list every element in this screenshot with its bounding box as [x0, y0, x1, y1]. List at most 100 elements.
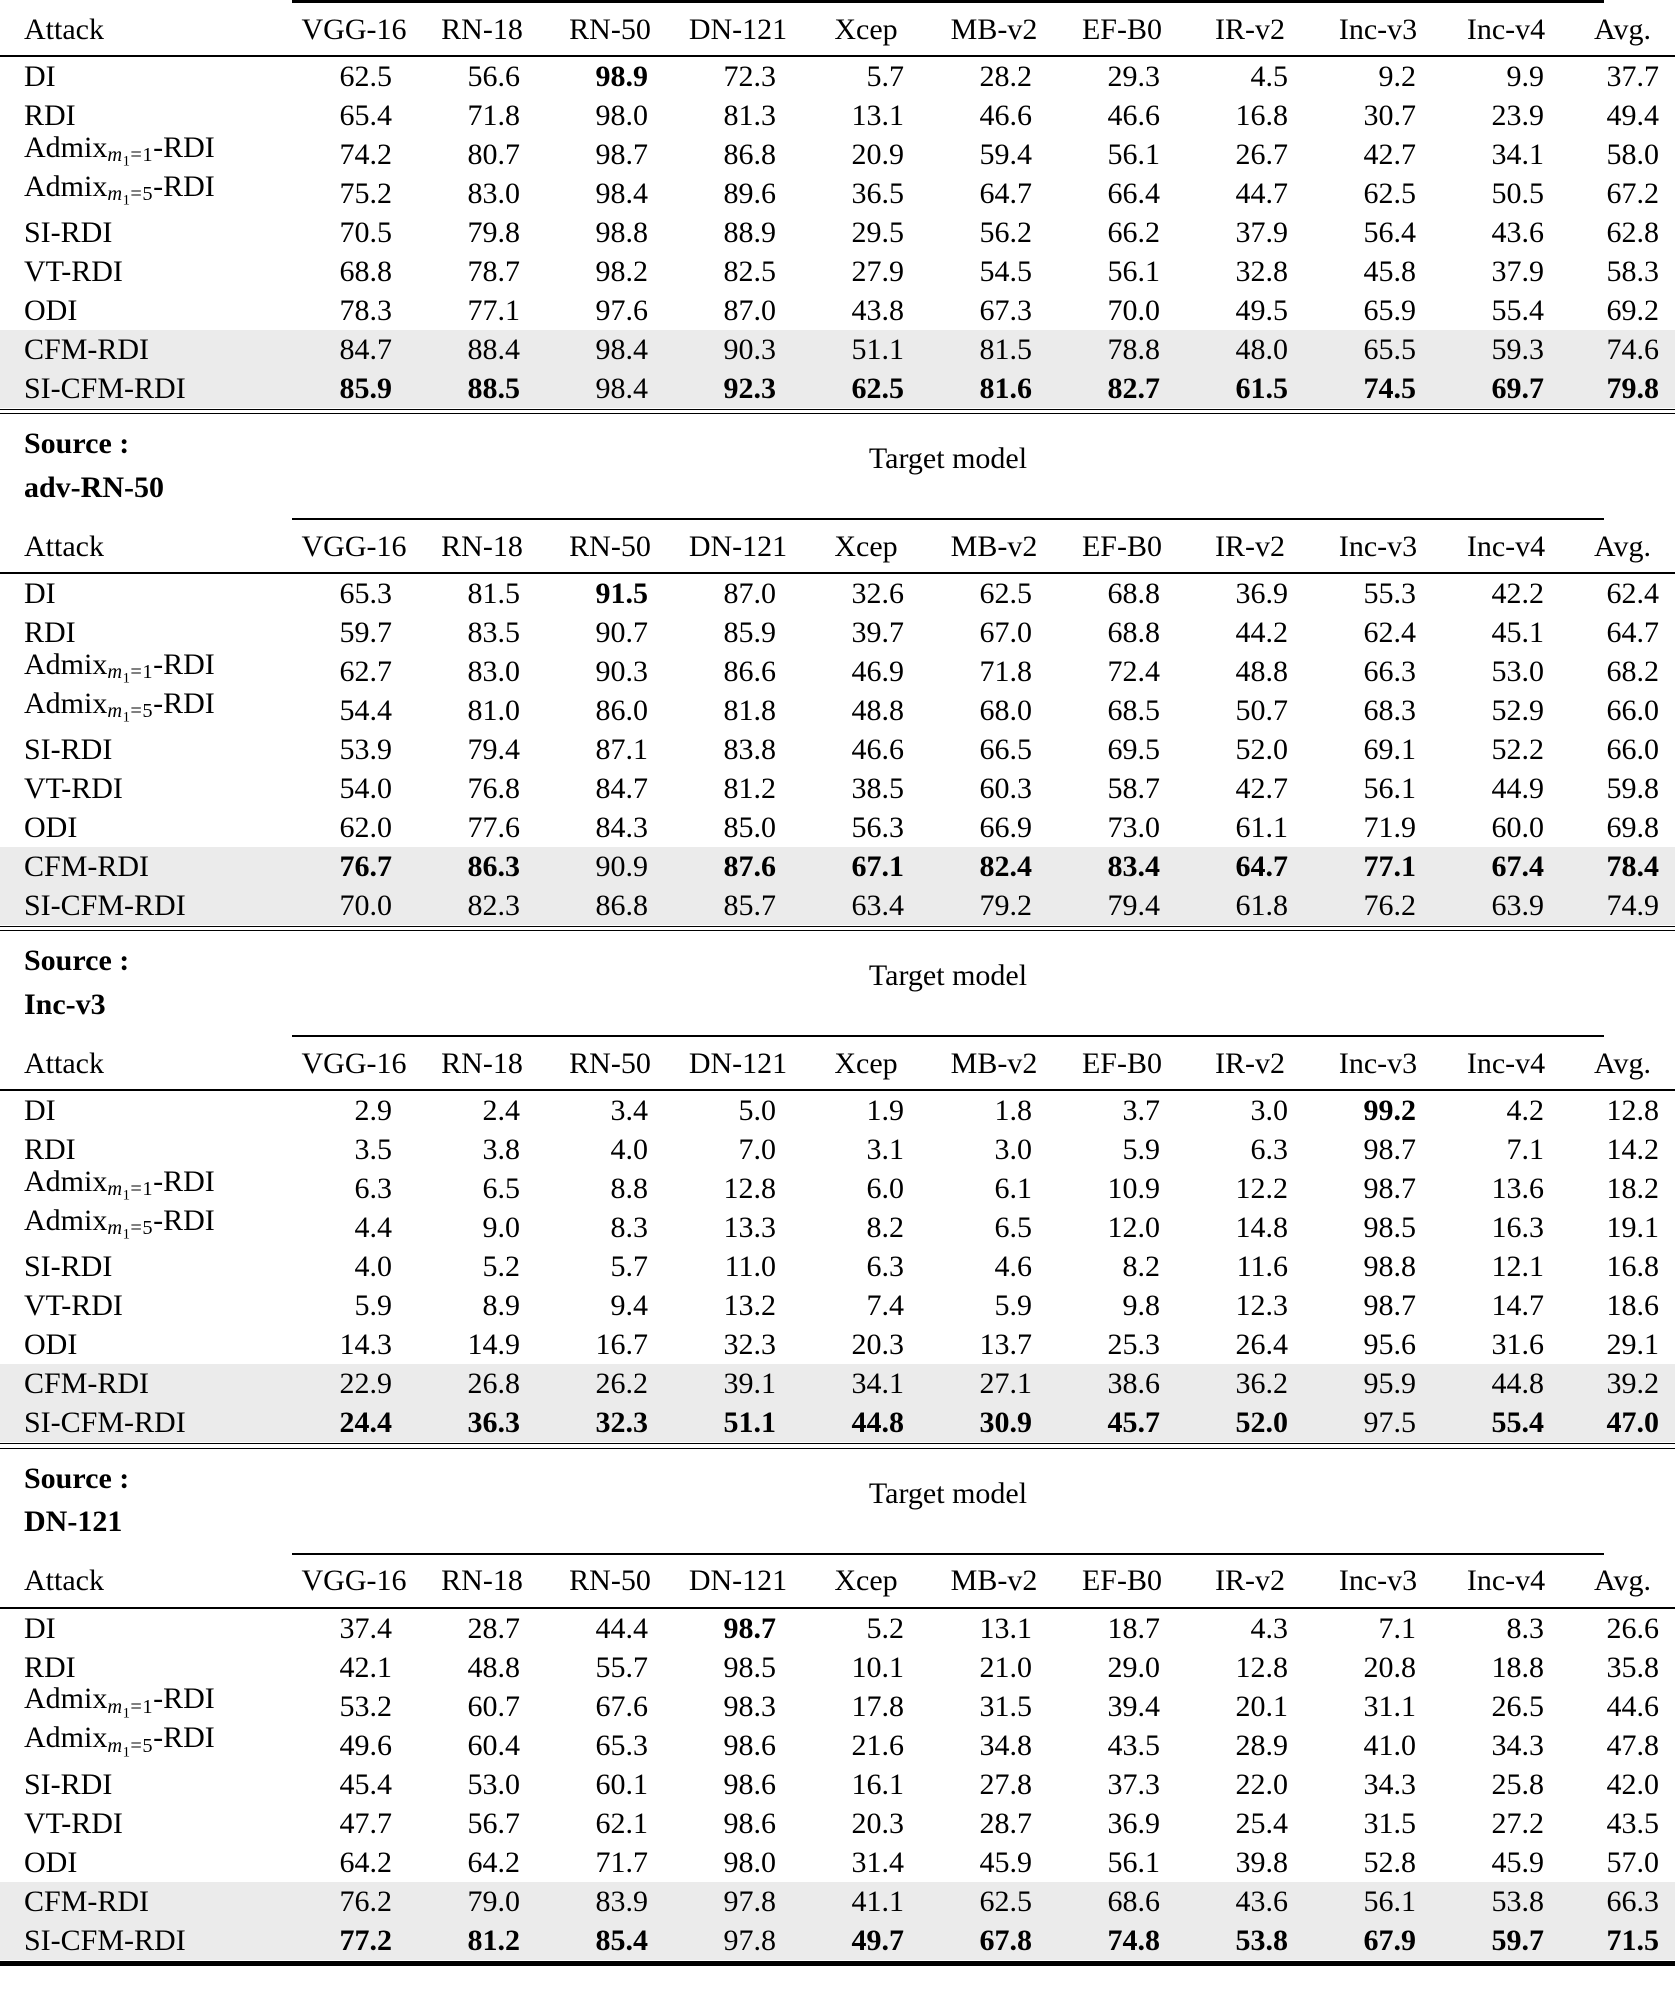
value-cell: 36.2 [1235, 1367, 1289, 1401]
value-cell: 27.1 [979, 1367, 1033, 1401]
value-cell: 62.1 [595, 1806, 649, 1840]
value-cell: 5.2 [482, 1250, 521, 1284]
value-cell: 97.5 [1363, 1406, 1417, 1440]
value-cell: 44.9 [1491, 772, 1545, 806]
value-cell: 66.0 [1606, 694, 1660, 728]
value-cell: 78.4 [1606, 850, 1660, 884]
value-cell: 13.1 [851, 99, 905, 132]
target-model-column-header: VGG-16 [301, 529, 407, 563]
value-cell: 68.8 [1107, 616, 1161, 650]
attack-label: SI-RDI [24, 1767, 113, 1801]
value-cell: 5.7 [610, 1250, 649, 1284]
value-cell: 25.8 [1491, 1767, 1545, 1801]
value-cell: 37.4 [339, 1611, 393, 1645]
value-cell: 76.2 [339, 1884, 393, 1918]
target-model-column-header: VGG-16 [301, 12, 407, 46]
value-cell: 9.8 [1122, 1289, 1161, 1323]
source-label: Source : adv-RN-50 [24, 422, 164, 509]
value-cell: 26.7 [1235, 138, 1289, 171]
value-cell: 21.6 [851, 1728, 905, 1762]
value-cell: 61.1 [1235, 811, 1289, 845]
value-cell: 82.5 [723, 255, 777, 288]
value-cell: 5.9 [994, 1289, 1033, 1323]
attack-column-header: Attack [24, 12, 104, 46]
value-cell: 42.7 [1363, 138, 1417, 171]
value-cell: 39.1 [723, 1367, 777, 1401]
value-cell: 98.7 [1363, 1172, 1417, 1206]
table-bottom-rule-thick [0, 1960, 1675, 1967]
value-cell: 86.8 [723, 138, 777, 171]
attack-label: CFM-RDI [24, 1884, 150, 1918]
value-cell: 51.1 [723, 1406, 777, 1440]
attack-label: Admixm1=5-RDI [24, 1721, 215, 1761]
value-cell: 32.6 [851, 577, 905, 611]
value-cell: 12.8 [1606, 1094, 1660, 1128]
target-model-column-header: DN-121 [688, 12, 788, 46]
value-cell: 38.5 [851, 772, 905, 806]
value-cell: 49.6 [339, 1728, 393, 1762]
value-cell: 8.9 [482, 1289, 521, 1323]
value-cell: 29.3 [1107, 60, 1161, 93]
attack-label: ODI [24, 1328, 78, 1362]
value-cell: 82.3 [467, 889, 521, 923]
value-cell: 11.6 [1236, 1250, 1288, 1284]
value-cell: 63.9 [1491, 889, 1545, 923]
value-cell: 3.1 [866, 1133, 905, 1167]
value-cell: 62.5 [339, 60, 393, 93]
value-cell: 54.5 [979, 255, 1033, 288]
table-row: DI 37.4 28.7 44.4 98.7 5.2 13.1 18.7 4.3 7.1 8.3 26… [0, 1609, 1675, 1648]
target-model-column-header: DN-121 [688, 529, 788, 563]
value-cell: 98.6 [723, 1767, 777, 1801]
value-cell: 90.9 [595, 850, 649, 884]
value-cell: 62.5 [979, 1884, 1033, 1918]
table-row: SI-RDI 4.0 5.2 5.7 11.0 6.3 4.6 8.2 11.6 98.8 12.1… [0, 1247, 1675, 1286]
value-cell: 36.5 [851, 177, 905, 210]
value-cell: 83.0 [467, 177, 521, 210]
table-row: RDI 42.1 48.8 55.7 98.5 10.1 21.0 29.0 12.8 20.8 1… [0, 1648, 1675, 1687]
value-cell: 98.2 [595, 255, 649, 288]
target-model-column-header: Inc-v4 [1466, 12, 1546, 46]
value-cell: 67.2 [1606, 177, 1660, 210]
value-cell: 18.7 [1107, 1611, 1161, 1645]
table-row: RDI 59.7 83.5 90.7 85.9 39.7 67.0 68.8 44.2 62.4 4… [0, 613, 1675, 652]
value-cell: 56.1 [1107, 138, 1161, 171]
value-cell: 32.3 [723, 1328, 777, 1362]
value-cell: 66.5 [979, 733, 1033, 767]
value-cell: 79.8 [1606, 372, 1660, 405]
value-cell: 23.9 [1491, 99, 1545, 132]
value-cell: 98.4 [595, 333, 649, 366]
table-row: SI-RDI 53.9 79.4 87.1 83.8 46.6 66.5 69.5 52.0 69… [0, 730, 1675, 769]
value-cell: 8.2 [866, 1211, 905, 1245]
value-cell: 98.7 [1363, 1289, 1417, 1323]
target-model-label: Target model [868, 442, 1028, 476]
value-cell: 4.3 [1250, 1611, 1289, 1645]
table-row: RDI 3.5 3.8 4.0 7.0 3.1 3.0 5.9 6.3 98.7 7.1 14.2 [0, 1130, 1675, 1169]
value-cell: 36.3 [467, 1406, 521, 1440]
value-cell: 10.1 [851, 1650, 905, 1684]
value-cell: 98.8 [595, 216, 649, 249]
table-row: Admixm1=5-RDI 4.4 9.0 8.3 13.3 8.2 6.5 12.0 14.8… [0, 1204, 1675, 1247]
target-model-column-header: RN-18 [441, 529, 523, 563]
value-cell: 70.0 [1107, 294, 1161, 327]
value-cell: 8.3 [1506, 1611, 1545, 1645]
value-cell: 66.4 [1107, 177, 1161, 210]
value-cell: 89.6 [723, 177, 777, 210]
source-label: Source : DN-121 [24, 1457, 129, 1544]
value-cell: 14.2 [1606, 1133, 1660, 1167]
value-cell: 86.8 [595, 889, 649, 923]
value-cell: 29.0 [1107, 1650, 1161, 1684]
attack-column-header: Attack [24, 1564, 104, 1598]
value-cell: 87.1 [595, 733, 649, 767]
value-cell: 53.0 [467, 1767, 521, 1801]
value-cell: 56.3 [851, 811, 905, 845]
table-row: SI-RDI 45.4 53.0 60.1 98.6 16.1 27.8 37.3 22.0 34… [0, 1765, 1675, 1804]
value-cell: 9.0 [482, 1211, 521, 1245]
value-cell: 98.5 [1363, 1211, 1417, 1245]
value-cell: 31.5 [979, 1689, 1033, 1723]
value-cell: 4.4 [354, 1211, 393, 1245]
value-cell: 43.6 [1491, 216, 1545, 249]
value-cell: 20.8 [1363, 1650, 1417, 1684]
source-prefix: Source : [24, 1461, 130, 1495]
value-cell: 58.0 [1606, 138, 1660, 171]
value-cell: 53.8 [1491, 1884, 1545, 1918]
